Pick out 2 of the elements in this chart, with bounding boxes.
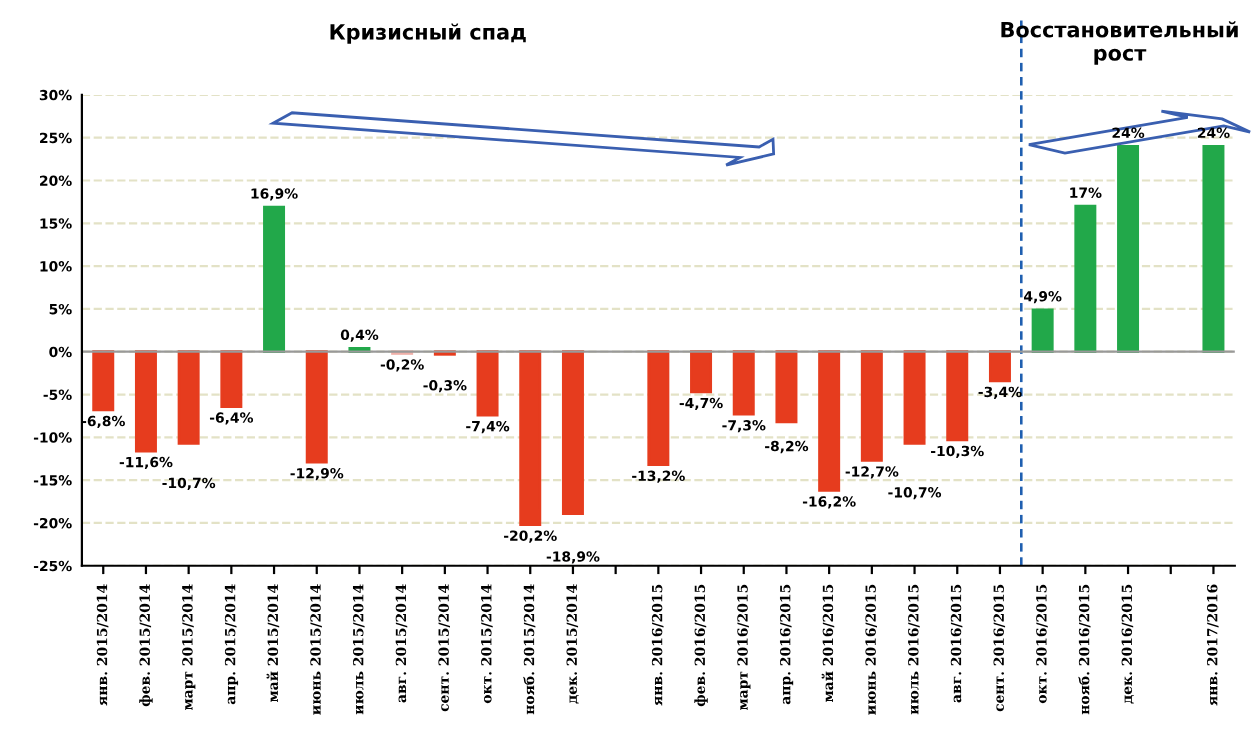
text: Кризисный спад bbox=[330, 23, 526, 44]
text: Восстановительный рост bbox=[1001, 21, 1238, 65]
